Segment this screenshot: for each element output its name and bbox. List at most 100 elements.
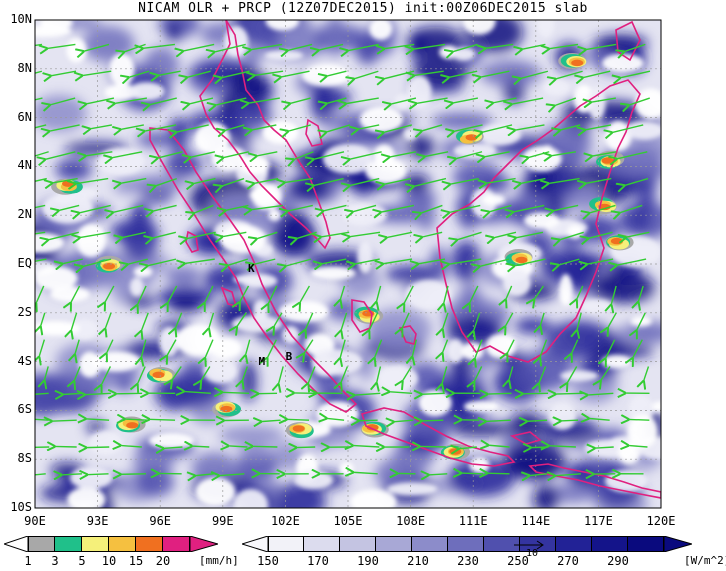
wind-arrow [40,312,46,327]
olr-clear-patch [376,365,419,392]
wind-arrow [616,151,648,159]
coast-philippines [615,20,641,62]
wind-arrow [358,420,378,421]
wind-arrow [552,204,579,211]
olr-clear-patch [462,20,496,35]
lat-label: 6S [17,402,32,417]
olr-clear-patch [560,370,599,382]
wind-arrow [151,231,177,238]
wind-arrow [313,151,345,160]
wind-arrow [215,97,247,105]
precip-cell [465,134,478,141]
wind-arrow [376,366,382,383]
wind-arrow [222,231,247,237]
wind-arrow [127,258,148,264]
lat-label: 8S [17,451,32,466]
wind-arrow [485,177,516,184]
wind-arrow [354,393,381,395]
wind-arrow [620,70,651,78]
olr-blob [265,484,327,508]
wind-arrow [376,285,382,303]
wind-arrow [70,285,81,304]
wind-arrow [455,151,483,159]
wind-arrow [112,204,144,212]
wind-arrow [253,258,276,264]
wind-arrow [550,151,576,156]
wind-arrow [190,151,216,158]
wind-arrow [594,447,614,448]
wind-arrow [443,285,449,305]
olr-blob [165,21,182,42]
olr-color-cell [592,536,628,552]
wind-arrow [341,366,349,383]
olr-tick: 170 [307,554,329,568]
olr-tick: 290 [607,554,629,568]
wind-arrow [193,204,214,213]
olr-blob [218,425,285,446]
olr-clear-patch [405,280,452,310]
wind-arrow [204,285,214,304]
wind-arrow [585,177,612,184]
wind-arrow [511,97,544,104]
wind-arrow [287,204,313,211]
olr-clear-patch [350,489,397,508]
wind-arrow [413,177,447,187]
wind-arrow [345,97,379,104]
wind-arrow [214,43,246,52]
wind-arrow [493,231,517,238]
olr-tick: 190 [357,554,379,568]
olr-clear-patch [543,79,570,96]
olr-blob [136,131,180,148]
olr-clear-patch [482,194,506,206]
wind-arrow [221,392,250,393]
olr-tick: 250 [507,554,529,568]
wind-arrow [383,177,412,185]
olr-blob [326,20,345,58]
wind-arrow [256,151,278,156]
wind-arrow [289,97,311,104]
wind-arrow [278,366,284,384]
olr-clear-patch [461,342,484,360]
wind-arrow [605,339,616,360]
wind-arrow [71,312,78,332]
wind-arrow [85,151,113,156]
precip-cell [598,203,611,211]
olr-color-cell [268,536,304,552]
wind-arrow [619,204,643,213]
wind-arrow [349,151,382,160]
wind-arrow [481,124,513,133]
olr-blob [132,449,175,475]
olr-blob [164,152,203,178]
wind-arrow [349,177,380,186]
wind-arrow [555,393,583,394]
olr-blob [532,485,559,508]
wind-arrow [326,418,345,420]
wind-arrow [167,285,178,304]
wind-arrow [586,258,614,264]
wind-arrow [49,97,76,105]
wind-arrow [252,446,278,447]
station-marker: K [248,261,255,275]
wind-arrow [321,258,347,264]
wind-arrow [35,204,46,209]
wind-arrow [224,124,245,131]
olr-clear-patch [365,158,407,184]
olr-clear-patch [129,277,144,297]
wind-arrow [509,366,514,381]
wind-arrow [340,285,346,301]
olr-clear-patch [148,432,195,449]
precip-color-cell [82,536,109,552]
wind-arrow [548,177,580,184]
wind-arrow [250,43,283,49]
wind-arrow [35,124,47,129]
wind-arrow [79,204,111,213]
wind-arrow [529,474,548,476]
wind-arrow [186,70,211,77]
precip-cell [292,425,305,432]
wind-arrow [326,70,347,76]
olr-clear-patch [210,338,242,359]
wind-arrow [149,97,177,105]
olr-clear-patch [278,300,329,323]
wind-arrow [251,124,277,130]
wind-arrow [128,70,150,77]
